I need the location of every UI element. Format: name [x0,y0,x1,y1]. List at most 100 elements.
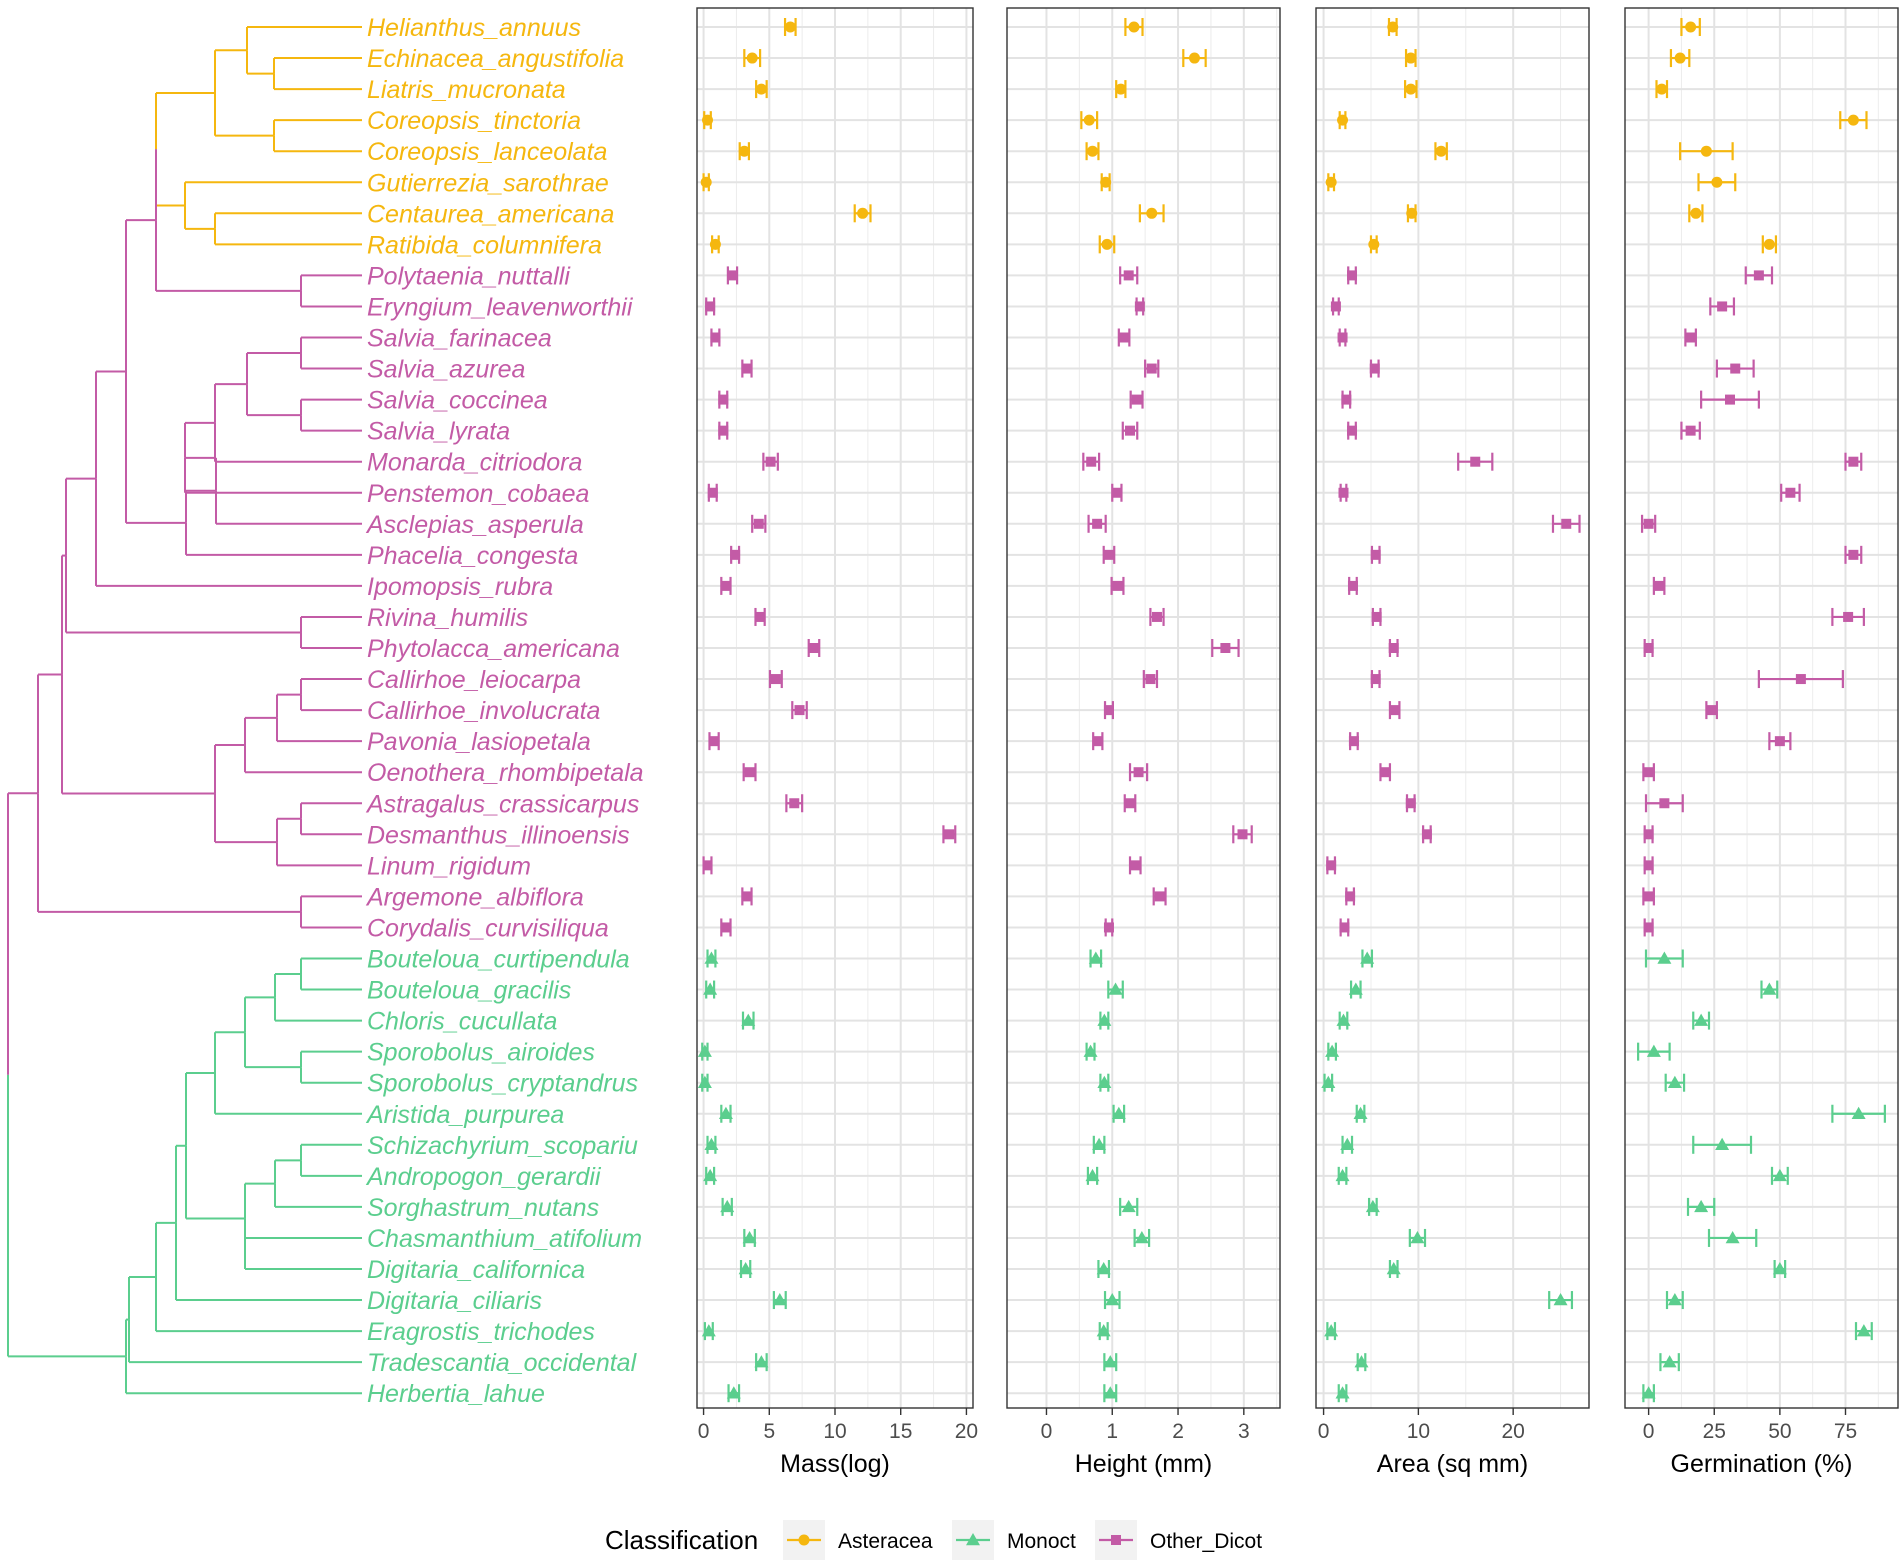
legend-key-marker [798,1534,810,1546]
data-point [1103,1386,1118,1399]
species-label: Salvia_coccinea [367,387,548,415]
data-point [1347,270,1358,281]
data-point [742,1230,757,1244]
data-point [1370,549,1381,560]
data-point [1131,394,1142,405]
species-label: Oenothera_rhombipetala [367,759,644,787]
data-point [1108,982,1123,995]
species-label: Liatris_mucronata [367,76,566,104]
species-label: Rivina_humilis [367,604,528,632]
species-label: Asclepias_asperula [365,511,584,539]
data-point [1324,1324,1339,1337]
data-point [1353,1106,1368,1119]
legend-item-monoct: Monoct [952,1520,1076,1560]
data-point [1774,736,1785,747]
data-point [1103,549,1114,560]
legend-key-marker [1111,1535,1121,1545]
data-point [1103,705,1114,716]
data-point [1685,425,1696,436]
species-label: Sporobolus_cryptandrus [367,1070,638,1098]
data-point [1146,363,1157,374]
panel-mass: 0 5 10 15 20 Mass(log) [696,7,978,1478]
species-labels: Helianthus_annuus Echinacea_angustifolia L… [365,14,644,1408]
species-label: Eragrostis_trichodes [367,1318,595,1346]
data-point [1406,207,1418,219]
data-point [1753,270,1764,281]
data-point [1100,176,1112,188]
data-point [770,674,781,685]
data-point [1368,238,1380,250]
x-tick-label: 0 [698,1420,710,1443]
data-point [1643,860,1654,871]
species-label: Andropogon_gerardii [365,1163,602,1191]
data-point [1847,114,1859,126]
data-point [1125,798,1136,809]
x-tick-label: 0 [1041,1420,1053,1443]
data-point [1326,860,1337,871]
data-point [1405,52,1417,64]
data-point [1083,114,1095,126]
data-point [1133,767,1144,778]
data-point [1345,891,1356,902]
data-point [1785,487,1796,498]
data-point [1111,1106,1126,1119]
data-point [1119,332,1130,343]
data-point [1086,456,1097,467]
data-point [1097,1013,1112,1026]
data-point [1337,114,1349,126]
data-point [1643,891,1654,902]
data-point [1105,1293,1120,1306]
x-tick-label: 50 [1768,1420,1791,1443]
data-point [753,518,764,529]
data-point [697,1075,712,1088]
data-point [754,1355,769,1368]
panel-area: 0 10 20 Area (sq mm) [1315,7,1590,1478]
legend-item-asteracea: Asteracea [783,1520,933,1560]
x-tick-label: 75 [1834,1420,1857,1443]
data-point [1128,21,1140,33]
data-point [718,394,729,405]
data-point [1335,1386,1350,1399]
data-point [720,1199,735,1213]
panel-border [1315,7,1590,1409]
data-point [1405,83,1417,95]
data-point [1220,643,1231,653]
data-point [1553,1293,1568,1306]
data-point [718,425,729,436]
data-point [697,1044,712,1057]
data-point [1772,1168,1787,1182]
data-point [1101,238,1113,250]
data-point [1096,1324,1111,1337]
data-point [1123,270,1134,281]
data-point [718,1106,733,1119]
legend-item-other_dicot: Other_Dicot [1095,1520,1262,1560]
data-point [1339,922,1350,933]
data-point [1335,1168,1350,1182]
data-point [1154,891,1165,902]
data-point [1134,301,1145,312]
data-point [1667,1293,1682,1306]
data-point [1380,767,1391,778]
data-point [1103,922,1114,933]
data-point [1145,674,1156,685]
species-label: Callirhoe_leiocarpa [367,666,581,694]
legend-title: Classification [605,1525,758,1555]
data-point [1325,176,1337,188]
x-tick-label: 20 [955,1420,978,1443]
data-point [726,1386,741,1399]
data-point [704,951,719,964]
data-point [1121,1199,1136,1213]
data-point [720,580,731,591]
data-point [1694,1013,1709,1026]
data-point [1087,145,1099,157]
species-label: Polytaenia_nuttalli [367,262,571,290]
data-point [1643,518,1654,529]
data-point [1700,145,1712,157]
data-point [772,1293,787,1306]
x-tick-label: 0 [1643,1420,1655,1443]
species-label: Centaurea_americana [367,200,614,228]
data-point [1561,518,1572,529]
data-point [1717,301,1728,312]
data-point [730,549,741,560]
species-label: Coreopsis_lanceolata [367,138,608,166]
